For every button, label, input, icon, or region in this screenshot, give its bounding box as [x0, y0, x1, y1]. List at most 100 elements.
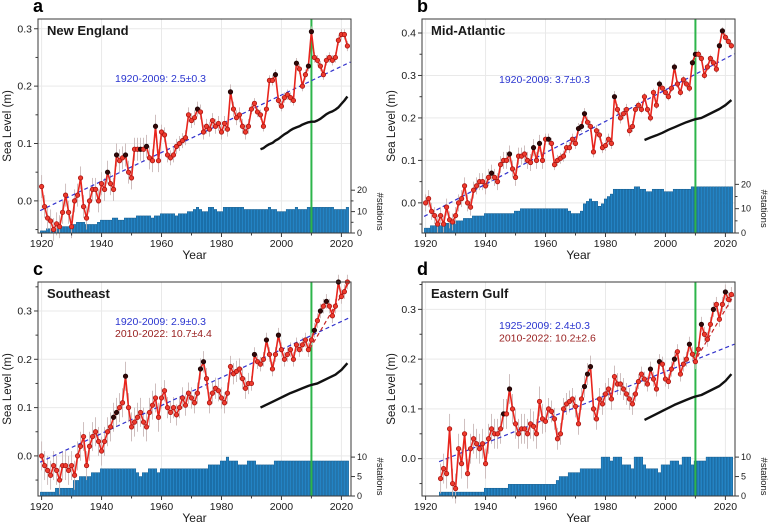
svg-text:2000: 2000	[270, 238, 294, 250]
panel-b: b 1920 1940 1960 1980 2000 2020 0.0 0.1 0.2 0.3 0.…	[384, 0, 768, 263]
trend-lines	[39, 280, 351, 463]
svg-text:0: 0	[741, 228, 746, 238]
region-title: New England	[47, 23, 129, 38]
region-title: Southeast	[47, 286, 111, 301]
svg-text:0.2: 0.2	[17, 81, 32, 93]
svg-text:1980: 1980	[210, 238, 234, 250]
panel-letter-c: c	[33, 259, 44, 279]
altimetry-line	[644, 99, 733, 142]
svg-text:0.0: 0.0	[401, 453, 416, 465]
panel-b-plot: 1920 1940 1960 1980 2000 2020 0.0 0.1 0.2 0.3 0.4 0…	[386, 18, 768, 262]
svg-text:0.1: 0.1	[17, 138, 32, 150]
svg-text:1920: 1920	[30, 238, 54, 250]
altimetry-line	[259, 362, 349, 409]
altimetry-line	[260, 95, 349, 151]
panel-letter-a: a	[33, 0, 44, 16]
trend-annotation-1: 2010-2022: 10.2±2.6	[499, 332, 596, 344]
svg-text:10: 10	[741, 452, 751, 462]
svg-text:10: 10	[741, 204, 751, 214]
svg-text:1920: 1920	[414, 501, 438, 513]
stations-axis-label: #stations	[374, 458, 384, 496]
svg-text:0.0: 0.0	[17, 450, 32, 462]
svg-text:2000: 2000	[654, 238, 678, 250]
svg-text:2020: 2020	[714, 501, 738, 513]
svg-text:0.2: 0.2	[401, 112, 416, 124]
svg-text:0.1: 0.1	[17, 402, 32, 414]
svg-text:1940: 1940	[90, 501, 114, 513]
svg-text:20: 20	[741, 179, 751, 189]
plot-frame	[37, 281, 352, 497]
sea-level-series	[422, 28, 735, 227]
svg-text:2000: 2000	[270, 501, 294, 513]
plot-frame	[421, 18, 736, 234]
panel-letter-d: d	[417, 259, 428, 279]
stations-axis-label: #stations	[758, 458, 768, 496]
svg-text:1920: 1920	[30, 501, 54, 513]
sea-level-series	[437, 289, 735, 492]
y-axis-label: Sea Level (m)	[386, 90, 398, 162]
x-axis-label: Year	[566, 248, 590, 262]
svg-text:0.2: 0.2	[17, 354, 32, 366]
panel-c: c 1920 1940 1960 1980 2000 2020 0.0 0.1 0.2 0.3 0 5…	[0, 259, 384, 526]
axis-ticks-labels: 1920 1940 1960 1980 2000 2020 0.0 0.1 0.2 0.3 0 10 2…	[17, 23, 367, 250]
panel-letter-b: b	[417, 0, 428, 16]
trend-annotation-0: 1920-2009: 3.7±0.3	[499, 74, 590, 86]
svg-text:1960: 1960	[534, 238, 558, 250]
svg-text:2020: 2020	[330, 501, 354, 513]
plot-frame	[37, 18, 352, 234]
panel-a: a 1920 1940 1960 1980 2000 2020 0.0 0.1 0.2 0.3 0 1…	[0, 0, 384, 263]
svg-text:1940: 1940	[474, 238, 498, 250]
axis-ticks-labels: 1920 1940 1960 1980 2000 2020 0.0 0.1 0.2 0.3 0.4 0…	[401, 28, 751, 250]
svg-text:1980: 1980	[594, 238, 618, 250]
svg-text:0.3: 0.3	[17, 23, 32, 35]
svg-text:1920: 1920	[414, 238, 438, 250]
trend-annotation-1: 2010-2022: 10.7±4.4	[115, 328, 212, 340]
svg-text:0.0: 0.0	[17, 195, 32, 207]
svg-text:1980: 1980	[594, 501, 618, 513]
svg-text:2020: 2020	[330, 238, 354, 250]
panel-a-plot: 1920 1940 1960 1980 2000 2020 0.0 0.1 0.2 0.3 0 10 2…	[2, 18, 384, 262]
svg-text:0.3: 0.3	[401, 304, 416, 316]
svg-text:10: 10	[357, 452, 367, 462]
svg-text:1940: 1940	[90, 238, 114, 250]
svg-text:0.2: 0.2	[401, 354, 416, 366]
svg-text:20: 20	[357, 185, 367, 195]
sea-level-series	[38, 279, 351, 483]
svg-text:2020: 2020	[714, 238, 738, 250]
svg-text:0: 0	[357, 491, 362, 501]
y-axis-label: Sea Level (m)	[386, 353, 398, 425]
region-title: Eastern Gulf	[431, 286, 509, 301]
svg-text:1980: 1980	[210, 501, 234, 513]
svg-text:1960: 1960	[534, 501, 558, 513]
plot-frame	[421, 281, 736, 497]
region-title: Mid-Atlantic	[431, 23, 505, 38]
panel-d: d 1920 1940 1960 1980 2000 2020 0.0 0.1 0.2 0.3 0 5…	[384, 259, 768, 526]
svg-text:2000: 2000	[654, 501, 678, 513]
panel-c-plot: 1920 1940 1960 1980 2000 2020 0.0 0.1 0.2 0.3 0 5 10…	[2, 274, 384, 525]
trend-annotation-0: 1925-2009: 2.4±0.3	[499, 320, 590, 332]
altimetry-line	[643, 373, 733, 421]
stations-axis-label: #stations	[374, 193, 384, 231]
svg-text:0.4: 0.4	[401, 28, 416, 40]
svg-text:1960: 1960	[150, 501, 174, 513]
y-axis-label: Sea Level (m)	[2, 90, 14, 162]
axis-ticks-labels: 1920 1940 1960 1980 2000 2020 0.0 0.1 0.2 0.3 0 5 10	[17, 286, 367, 513]
svg-text:5: 5	[741, 472, 746, 482]
stations-axis-label: #stations	[758, 190, 768, 228]
svg-text:0.3: 0.3	[401, 70, 416, 82]
svg-text:0.0: 0.0	[401, 197, 416, 209]
trend-annotation-0: 1920-2009: 2.9±0.3	[115, 316, 206, 328]
y-axis-label: Sea Level (m)	[2, 353, 14, 425]
svg-text:0: 0	[741, 491, 746, 501]
panel-d-plot: 1920 1940 1960 1980 2000 2020 0.0 0.1 0.2 0.3 0 5 10…	[386, 281, 768, 525]
svg-text:1940: 1940	[474, 501, 498, 513]
trend-annotation-0: 1920-2009: 2.5±0.3	[115, 73, 206, 85]
svg-text:0.1: 0.1	[401, 403, 416, 415]
trend-lines	[39, 61, 351, 212]
svg-text:0: 0	[357, 228, 362, 238]
svg-text:5: 5	[357, 472, 362, 482]
sea-level-series	[38, 29, 351, 233]
gridlines	[38, 19, 351, 233]
axis-ticks-labels: 1920 1940 1960 1980 2000 2020 0.0 0.1 0.2 0.3 0 5 10	[401, 283, 751, 513]
